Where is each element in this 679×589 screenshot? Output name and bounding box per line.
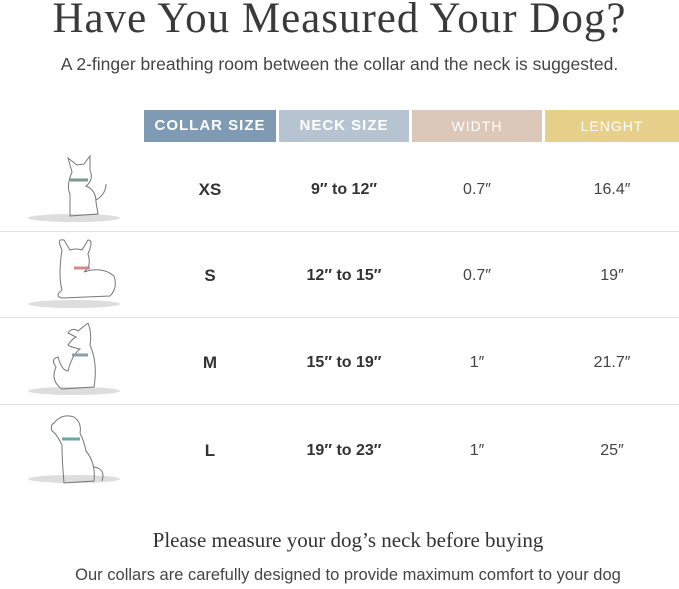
neck-size: 9″ to 12″ — [310, 181, 377, 198]
neck-size: 19″ to 23″ — [306, 442, 382, 459]
collar-size: S — [204, 266, 216, 285]
header-neck-size: NECK SIZE — [279, 110, 409, 142]
row-divider — [0, 317, 679, 318]
collar-size: L — [204, 441, 216, 460]
width: 0.7″ — [463, 181, 491, 198]
row-divider — [0, 404, 679, 405]
width: 1″ — [469, 354, 485, 371]
header-width: WIDTH — [412, 110, 542, 142]
length: 25″ — [600, 442, 624, 459]
footer-heading: Please measure your dog’s neck before bu… — [152, 528, 544, 552]
small-spitz-dog-icon — [28, 154, 120, 222]
width: 0.7″ — [463, 267, 491, 284]
page-title: Have You Measured Your Dog? — [52, 0, 627, 42]
collar-size: XS — [198, 180, 222, 199]
table-row: S 12″ to 15″ 0.7″ 19″ — [0, 232, 679, 320]
french-bulldog-icon — [28, 239, 120, 308]
table-row: XS 9″ to 12″ 0.7″ 16.4″ — [0, 146, 679, 234]
footer-text: Our collars are carefully designed to pr… — [75, 566, 621, 584]
subtitle: A 2-finger breathing room between the co… — [60, 54, 619, 74]
collar-size: M — [202, 353, 218, 372]
border-collie-icon — [28, 323, 120, 395]
length: 21.7″ — [593, 354, 631, 371]
row-divider — [0, 231, 679, 232]
neck-size: 12″ to 15″ — [306, 267, 382, 284]
neck-size: 15″ to 19″ — [306, 354, 382, 371]
header-collar-size: COLLAR SIZE — [144, 110, 276, 142]
length: 16.4″ — [593, 181, 631, 198]
length: 19″ — [600, 267, 624, 284]
header-length: LENGHT — [545, 110, 679, 142]
labrador-icon — [28, 415, 120, 484]
table-row: M 15″ to 19″ 1″ 21.7″ — [0, 319, 679, 407]
table-row: L 19″ to 23″ 1″ 25″ — [0, 407, 679, 495]
width: 1″ — [469, 442, 485, 459]
